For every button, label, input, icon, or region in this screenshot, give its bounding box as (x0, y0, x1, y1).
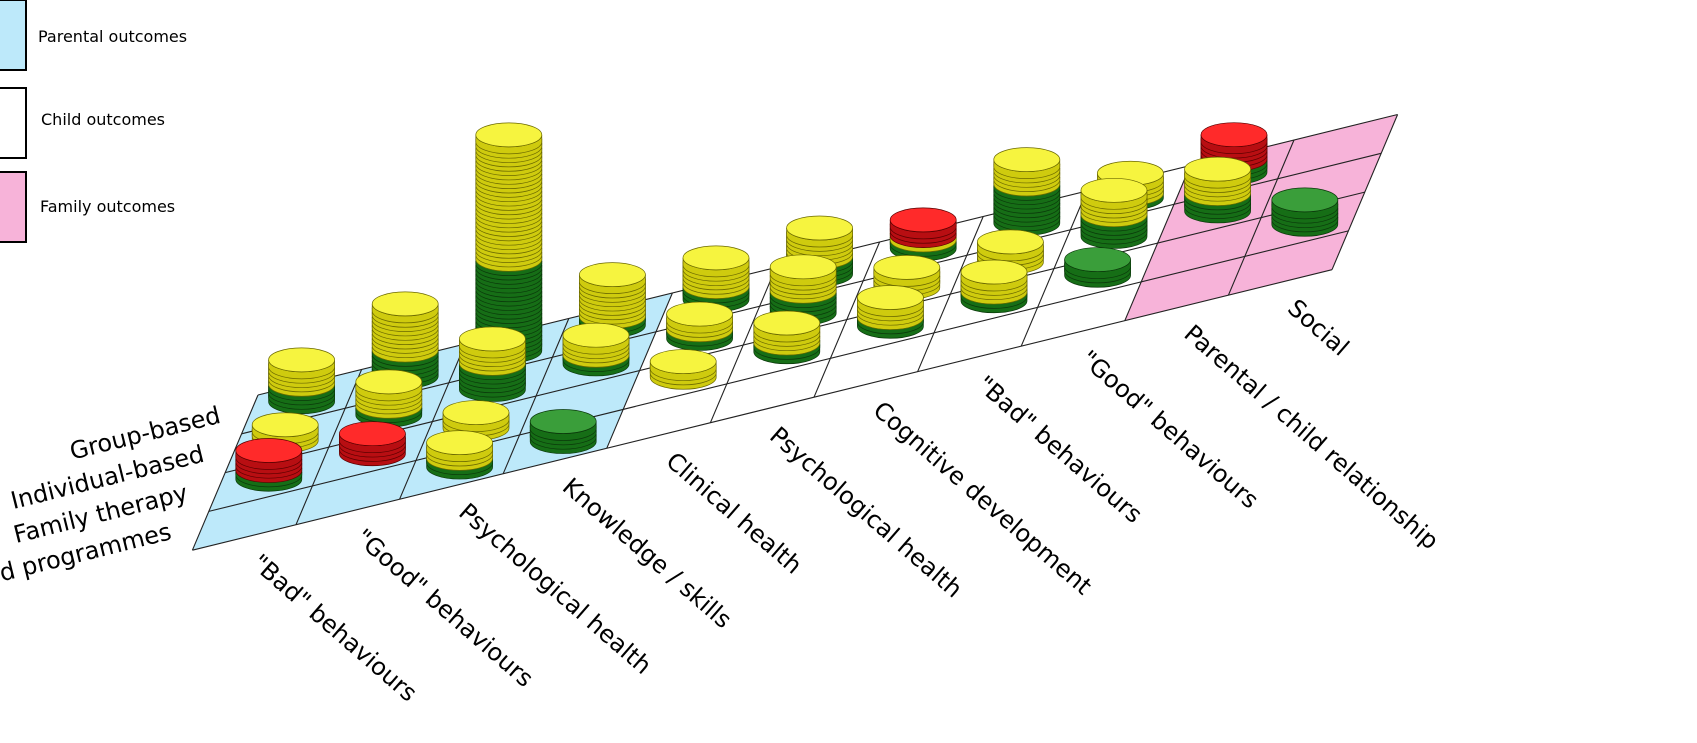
grid-line-row (192, 269, 1333, 551)
disc-stack (1184, 156, 1251, 224)
disc-yellow (857, 285, 924, 310)
disc-yellow (769, 254, 837, 280)
column-label: Social (1282, 294, 1354, 362)
disc-yellow (753, 310, 821, 336)
disc-stacks (235, 122, 1339, 492)
legend-swatch-parental (0, 0, 27, 71)
disc-stack (753, 310, 821, 365)
disc-yellow (475, 122, 543, 148)
column-label: Parental / child relationship (1179, 319, 1444, 555)
legend-swatch-child (0, 87, 27, 159)
disc-stack (475, 122, 543, 363)
disc-stack (235, 438, 303, 492)
disc-stack (426, 430, 493, 480)
disc-yellow (355, 369, 423, 395)
disc-yellow (459, 326, 526, 352)
disc-stack (889, 207, 957, 261)
disc-stack (339, 421, 406, 467)
disc-stack (1200, 122, 1268, 185)
disc-stack (1080, 177, 1148, 249)
grid-line-row (208, 230, 1349, 512)
disc-red (1200, 122, 1268, 148)
disc-yellow (442, 400, 510, 425)
disc-stack (529, 409, 597, 454)
legend-item-parental: Parental outcomes (0, 0, 187, 71)
disc-stack (682, 245, 750, 312)
disc-stack (459, 326, 526, 402)
disc-stack (579, 262, 646, 338)
disc-green (529, 409, 597, 434)
disc-yellow (371, 291, 439, 317)
legend: Parental outcomes Child outcomes Family … (0, 0, 187, 243)
disc-stack (666, 301, 733, 351)
disc-yellow (666, 301, 733, 327)
disc-yellow (268, 347, 335, 373)
disc-yellow (873, 255, 941, 280)
disc-stack (355, 369, 423, 428)
disc-yellow (562, 322, 630, 348)
disc-yellow (1080, 177, 1148, 203)
legend-label-child: Child outcomes (41, 110, 165, 129)
disc-red (889, 207, 957, 233)
legend-label-parental: Parental outcomes (38, 27, 187, 46)
disc-yellow (251, 412, 319, 438)
legend-item-family: Family outcomes (0, 171, 175, 243)
disc-red (339, 421, 406, 447)
disc-yellow (993, 147, 1061, 172)
disc-stack (960, 259, 1028, 314)
disc-red (235, 438, 303, 463)
disc-yellow (579, 262, 646, 287)
legend-item-child: Child outcomes (0, 87, 165, 159)
disc-stack (268, 347, 335, 414)
disc-yellow (786, 215, 853, 241)
disc-green (1064, 247, 1131, 272)
column-label: Clinical health (661, 447, 808, 580)
disc-yellow (960, 259, 1028, 285)
disc-stack (562, 322, 630, 377)
disc-yellow (426, 430, 493, 455)
disc-stack (993, 147, 1061, 236)
disc-yellow (649, 349, 717, 374)
disc-yellow (682, 245, 750, 271)
disc-green (1271, 187, 1339, 213)
disc-stack (1064, 247, 1131, 288)
disc-stack (649, 349, 717, 390)
legend-label-family: Family outcomes (40, 197, 175, 216)
disc-stack (1271, 187, 1339, 237)
column-label: Cognitive development (868, 396, 1097, 601)
disc-yellow (1184, 156, 1251, 182)
disc-yellow (977, 229, 1044, 255)
disc-stack (857, 285, 924, 339)
legend-swatch-family (0, 171, 27, 243)
